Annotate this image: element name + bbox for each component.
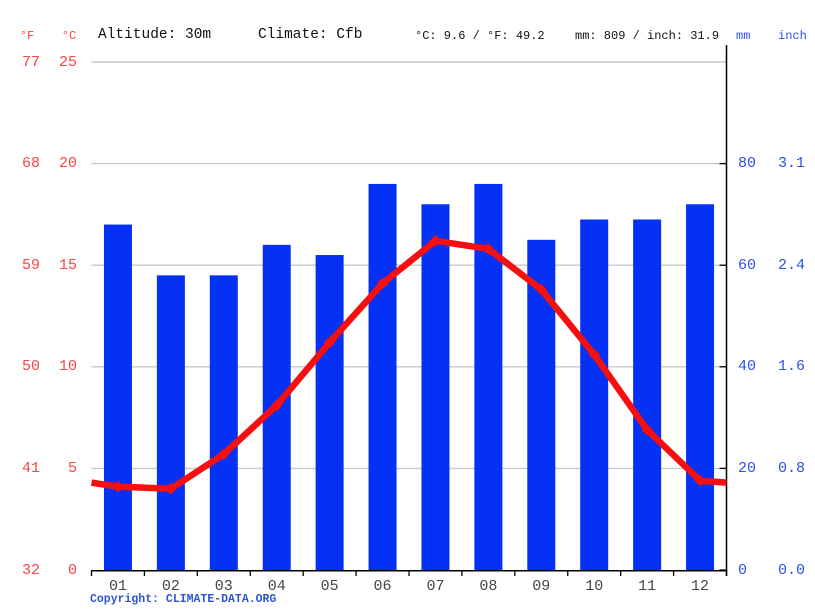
- month-label-06: 06: [373, 577, 392, 595]
- fahrenheit-tick-label: 68: [21, 155, 40, 173]
- month-label-01: 01: [108, 577, 127, 595]
- fahrenheit-axis-unit-label: °F: [19, 29, 35, 43]
- precip-bar-01: [103, 224, 132, 570]
- month-label-10: 10: [585, 577, 604, 595]
- month-label-02: 02: [161, 577, 180, 595]
- celsius-tick-label: 15: [58, 256, 77, 274]
- celsius-tick-label: 10: [58, 358, 77, 376]
- month-label-08: 08: [479, 577, 498, 595]
- celsius-tick-label: 25: [58, 53, 77, 71]
- month-label-07: 07: [426, 577, 445, 595]
- precip-bar-05: [315, 255, 344, 571]
- altitude-label: Altitude: 30m: [98, 27, 212, 43]
- fahrenheit-tick-label: 32: [21, 561, 40, 579]
- celsius-tick-label: 20: [58, 155, 77, 173]
- mm-tick-label: 20: [738, 459, 757, 477]
- inch-tick-label: 3.1: [778, 155, 806, 173]
- mm-tick-label: 0: [738, 561, 748, 579]
- mm-tick-label: 60: [738, 256, 757, 274]
- month-label-03: 03: [214, 577, 233, 595]
- inch-axis-unit-label: inch: [778, 29, 807, 43]
- month-label-05: 05: [320, 577, 339, 595]
- precip-bar-02: [156, 275, 185, 570]
- temperature-point-09: [535, 283, 548, 296]
- precip-bar-03: [209, 275, 238, 570]
- celsius-tick-label: 5: [67, 459, 77, 477]
- climate-classification-label: Climate: Cfb: [258, 27, 363, 43]
- inch-tick-label: 1.6: [778, 358, 806, 376]
- precip-bar-06: [368, 183, 397, 571]
- inch-tick-label: 2.4: [778, 256, 806, 274]
- fahrenheit-tick-label: 77: [21, 53, 40, 71]
- precip-bar-12: [686, 204, 715, 571]
- temperature-point-12: [694, 474, 706, 487]
- fahrenheit-tick-label: 50: [21, 358, 40, 376]
- celsius-tick-label: 0: [67, 561, 77, 579]
- month-label-09: 09: [532, 577, 551, 595]
- fahrenheit-tick-label: 41: [21, 459, 40, 477]
- inch-tick-label: 0.8: [778, 459, 806, 477]
- fahrenheit-tick-label: 59: [21, 256, 40, 274]
- month-label-04: 04: [267, 577, 286, 595]
- precip-bar-07: [421, 204, 450, 571]
- copyright-link[interactable]: Copyright: CLIMATE-DATA.ORG: [90, 593, 277, 606]
- month-label-12: 12: [691, 577, 710, 595]
- temperature-line: [91, 237, 727, 492]
- annual-precipitation-label: mm: 809 / inch: 31.9: [575, 29, 720, 43]
- mm-axis-unit-label: mm: [736, 29, 751, 43]
- precip-bar-10: [580, 219, 609, 571]
- mm-tick-label: 80: [738, 155, 757, 173]
- month-label-11: 11: [638, 577, 657, 595]
- precip-bar-11: [633, 219, 662, 571]
- mm-tick-label: 40: [738, 358, 757, 376]
- annual-temperature-label: °C: 9.6 / °F: 49.2: [415, 29, 545, 43]
- celsius-axis-unit-label: °C: [61, 29, 77, 43]
- temperature-point-08: [482, 243, 495, 255]
- precip-bar-08: [474, 183, 503, 571]
- inch-tick-label: 0.0: [778, 561, 806, 579]
